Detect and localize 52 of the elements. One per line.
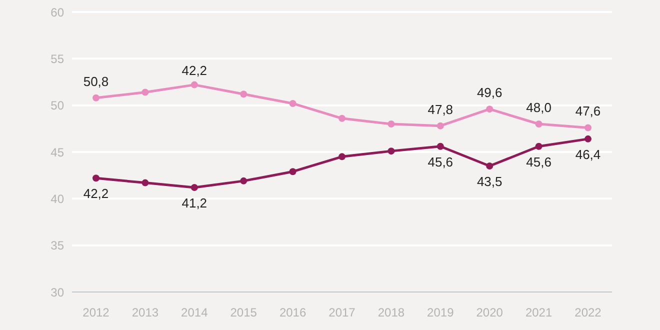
y-tick-label: 50 [50,98,64,113]
point [338,153,346,160]
y-tick-label: 35 [50,238,64,253]
point [142,179,149,186]
data-label: 45,6 [526,154,552,170]
data-label: 49,6 [476,85,502,100]
point [338,114,346,122]
x-tick-label: 2014 [181,306,208,320]
point [388,148,395,155]
point [142,88,149,96]
x-tick-label: 2020 [476,306,504,320]
point [486,162,494,170]
x-tick-label: 2018 [378,306,405,320]
annotation: 42,2 [182,62,208,78]
point [92,174,100,182]
point [584,135,592,142]
point [240,90,248,98]
x-tick-label: 2022 [574,306,602,320]
point [190,184,198,191]
data-label: 48,0 [526,100,552,115]
y-tick-label: 30 [50,285,64,300]
y-tick-label: 60 [50,5,64,20]
x-tick-label: 2019 [427,306,454,320]
data-label: 47,6 [575,104,601,119]
point [486,106,494,113]
x-tick-label: 2013 [132,306,159,320]
point [289,168,296,176]
point [92,94,100,102]
data-label: 42,2 [83,186,109,202]
point [190,81,198,88]
y-tick-label: 55 [50,52,64,66]
point [535,142,542,150]
point [240,177,248,184]
y-tick-label: 40 [50,192,64,206]
x-tick-label: 2015 [230,306,258,320]
point [436,122,444,130]
data-label: 43,5 [476,174,502,189]
point [436,142,444,150]
data-label: 47,8 [428,102,454,117]
x-tick-label: 2016 [279,306,306,320]
data-label: 45,6 [428,154,454,170]
point [535,120,542,128]
x-tick-label: 2021 [525,306,552,320]
x-tick-label: 2012 [82,306,110,320]
data-label: 41,2 [182,195,208,210]
data-label: 50,8 [83,74,109,89]
point [388,120,395,128]
x-tick-label: 2017 [328,306,356,320]
y-tick-label: 45 [50,145,64,160]
data-label: 46,4 [575,146,601,162]
point [584,124,592,132]
point [289,100,296,107]
